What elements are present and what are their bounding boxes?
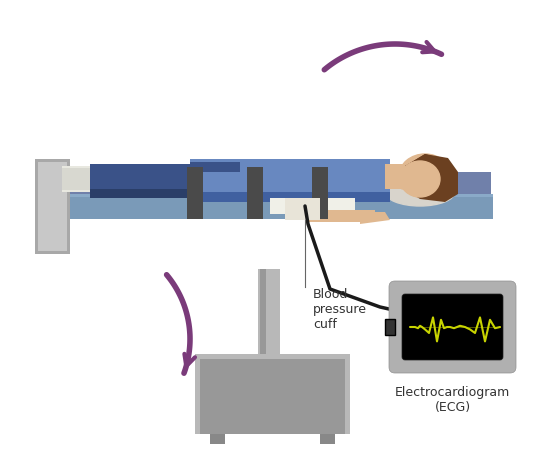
Polygon shape <box>190 163 240 173</box>
Polygon shape <box>90 165 220 199</box>
Ellipse shape <box>398 175 408 189</box>
Polygon shape <box>38 163 67 251</box>
FancyBboxPatch shape <box>402 294 503 360</box>
Polygon shape <box>258 269 280 354</box>
Text: Electrocardiogram
(ECG): Electrocardiogram (ECG) <box>395 385 510 413</box>
Polygon shape <box>270 199 355 214</box>
Ellipse shape <box>385 179 455 206</box>
Polygon shape <box>58 194 493 219</box>
Polygon shape <box>385 165 408 189</box>
Polygon shape <box>247 168 263 219</box>
Polygon shape <box>210 434 225 444</box>
Polygon shape <box>312 168 328 219</box>
Polygon shape <box>320 434 335 444</box>
Polygon shape <box>200 359 345 434</box>
Polygon shape <box>260 269 266 354</box>
Polygon shape <box>60 173 491 194</box>
Polygon shape <box>190 193 390 202</box>
Polygon shape <box>62 167 104 193</box>
Polygon shape <box>360 213 390 225</box>
FancyBboxPatch shape <box>385 319 395 335</box>
Polygon shape <box>195 354 350 434</box>
Polygon shape <box>90 189 220 199</box>
Polygon shape <box>58 194 493 198</box>
Polygon shape <box>62 169 100 191</box>
Ellipse shape <box>399 155 451 199</box>
Polygon shape <box>190 160 390 202</box>
Polygon shape <box>405 155 455 175</box>
FancyBboxPatch shape <box>389 282 516 373</box>
Polygon shape <box>405 155 458 202</box>
Polygon shape <box>305 211 375 223</box>
Polygon shape <box>285 199 320 220</box>
Polygon shape <box>35 160 70 255</box>
Polygon shape <box>187 168 203 219</box>
Text: Blood
pressure
cuff: Blood pressure cuff <box>313 288 367 330</box>
Ellipse shape <box>400 162 440 198</box>
